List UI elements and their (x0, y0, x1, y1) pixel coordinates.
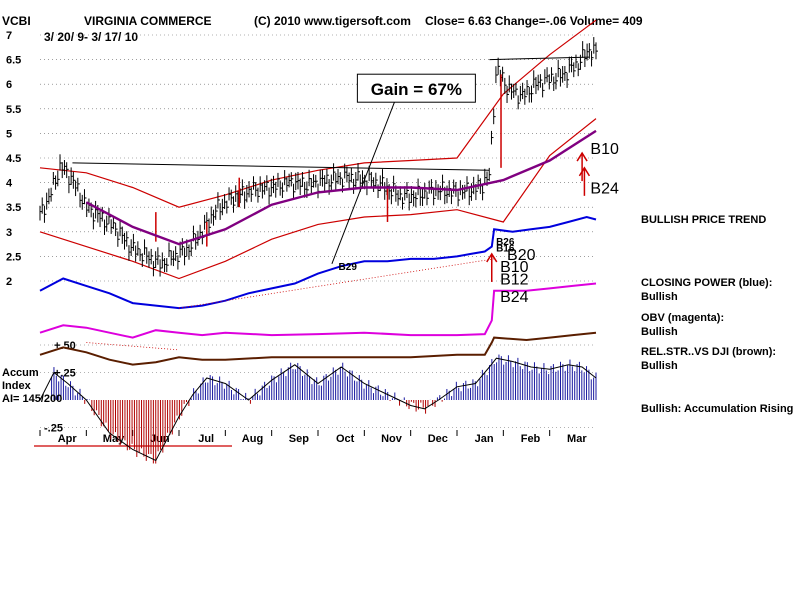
signal-label-b26: B26 (496, 237, 515, 248)
x-tick-label-May: May (103, 433, 125, 445)
x-tick-label-Jan: Jan (475, 433, 494, 445)
signal-label-b24: B24 (590, 181, 619, 198)
y-tick-label-4: 4 (6, 178, 13, 190)
y-tick-label-2: 2 (6, 276, 12, 288)
y-tick-label-7: 7 (6, 30, 12, 42)
y-tick-label-6.5: 6.5 (6, 55, 21, 67)
date-range: 3/ 20/ 9- 3/ 17/ 10 (44, 30, 139, 44)
upper-band-line (39, 19, 597, 208)
lower-band-line (39, 118, 597, 280)
x-tick-label-Aug: Aug (242, 433, 263, 445)
company-name: VIRGINIA COMMERCE (84, 14, 212, 28)
y-tick-label-4.5: 4.5 (6, 153, 21, 165)
signal-arrowhead-2 (486, 252, 498, 263)
x-tick-label-Oct: Oct (336, 433, 355, 445)
closing-power-line (39, 215, 597, 310)
x-tick-label-Mar: Mar (567, 433, 587, 445)
x-tick-label-Feb: Feb (521, 433, 541, 445)
accum-title: Accum (2, 367, 39, 379)
signal-arrowhead-1 (578, 166, 591, 177)
closing-power-label: CLOSING POWER (blue): (641, 277, 773, 289)
signal-label-b16: B16 (496, 244, 515, 255)
x-tick-label-Dec: Dec (428, 433, 448, 445)
signal-arrowhead-0 (576, 151, 588, 162)
signal-label-b10: B10 (500, 259, 529, 276)
accum-index-line (39, 357, 597, 462)
y-tick-label-6: 6 (6, 79, 12, 91)
rel-str-label: REL.STR..VS DJI (brown): (641, 346, 777, 358)
resistance-trendline (72, 162, 490, 171)
gain-pointer-line (331, 84, 402, 264)
ai-value: AI= 145/200 (2, 393, 63, 405)
ticker-symbol: VCBI (2, 14, 31, 28)
closing-power-value: Bullish (641, 291, 678, 303)
rs-trendline (86, 342, 180, 351)
signal-label-b20: B20 (507, 247, 536, 264)
gain-label: Gain = 67% (371, 80, 462, 99)
accum-tick-minus25: -.25 (44, 423, 63, 435)
cp-trendline (178, 258, 495, 309)
y-tick-label-3.5: 3.5 (6, 202, 21, 214)
y-tick-label-5: 5 (6, 128, 12, 140)
copyright-source: (C) 2010 www.tigersoft.com (254, 14, 411, 28)
rel-str-value: Bullish (641, 360, 678, 372)
trend-label: BULLISH PRICE TREND (641, 214, 767, 226)
channel-trendline (489, 56, 590, 61)
x-tick-label-Jul: Jul (198, 433, 214, 445)
rel-strength-line (39, 331, 597, 366)
obv-label: OBV (magenta): (641, 312, 725, 324)
gain-box (356, 73, 476, 103)
signal-label-b24: B24 (500, 289, 529, 306)
x-tick-label-Nov: Nov (381, 433, 403, 445)
obv-line (39, 282, 597, 339)
y-tick-label-2.5: 2.5 (6, 251, 21, 263)
signal-label-b10: B10 (590, 141, 619, 158)
obv-value: Bullish (641, 326, 678, 338)
y-tick-label-3: 3 (6, 227, 12, 239)
moving-average-line (85, 129, 597, 246)
accumulation-status: Bullish: Accumulation Rising (641, 403, 794, 415)
accum-subtitle: Index (2, 380, 31, 392)
signal-label-b29: B29 (339, 262, 358, 273)
signal-label-b12: B12 (500, 272, 529, 289)
y-tick-label-5.5: 5.5 (6, 104, 21, 116)
x-tick-label-Apr: Apr (58, 433, 78, 445)
quote-stats: Close= 6.63 Change=-.06 Volume= 409 (425, 14, 643, 28)
x-tick-label-Sep: Sep (289, 433, 309, 445)
accum-tick-plus25: +.25 (54, 368, 76, 380)
